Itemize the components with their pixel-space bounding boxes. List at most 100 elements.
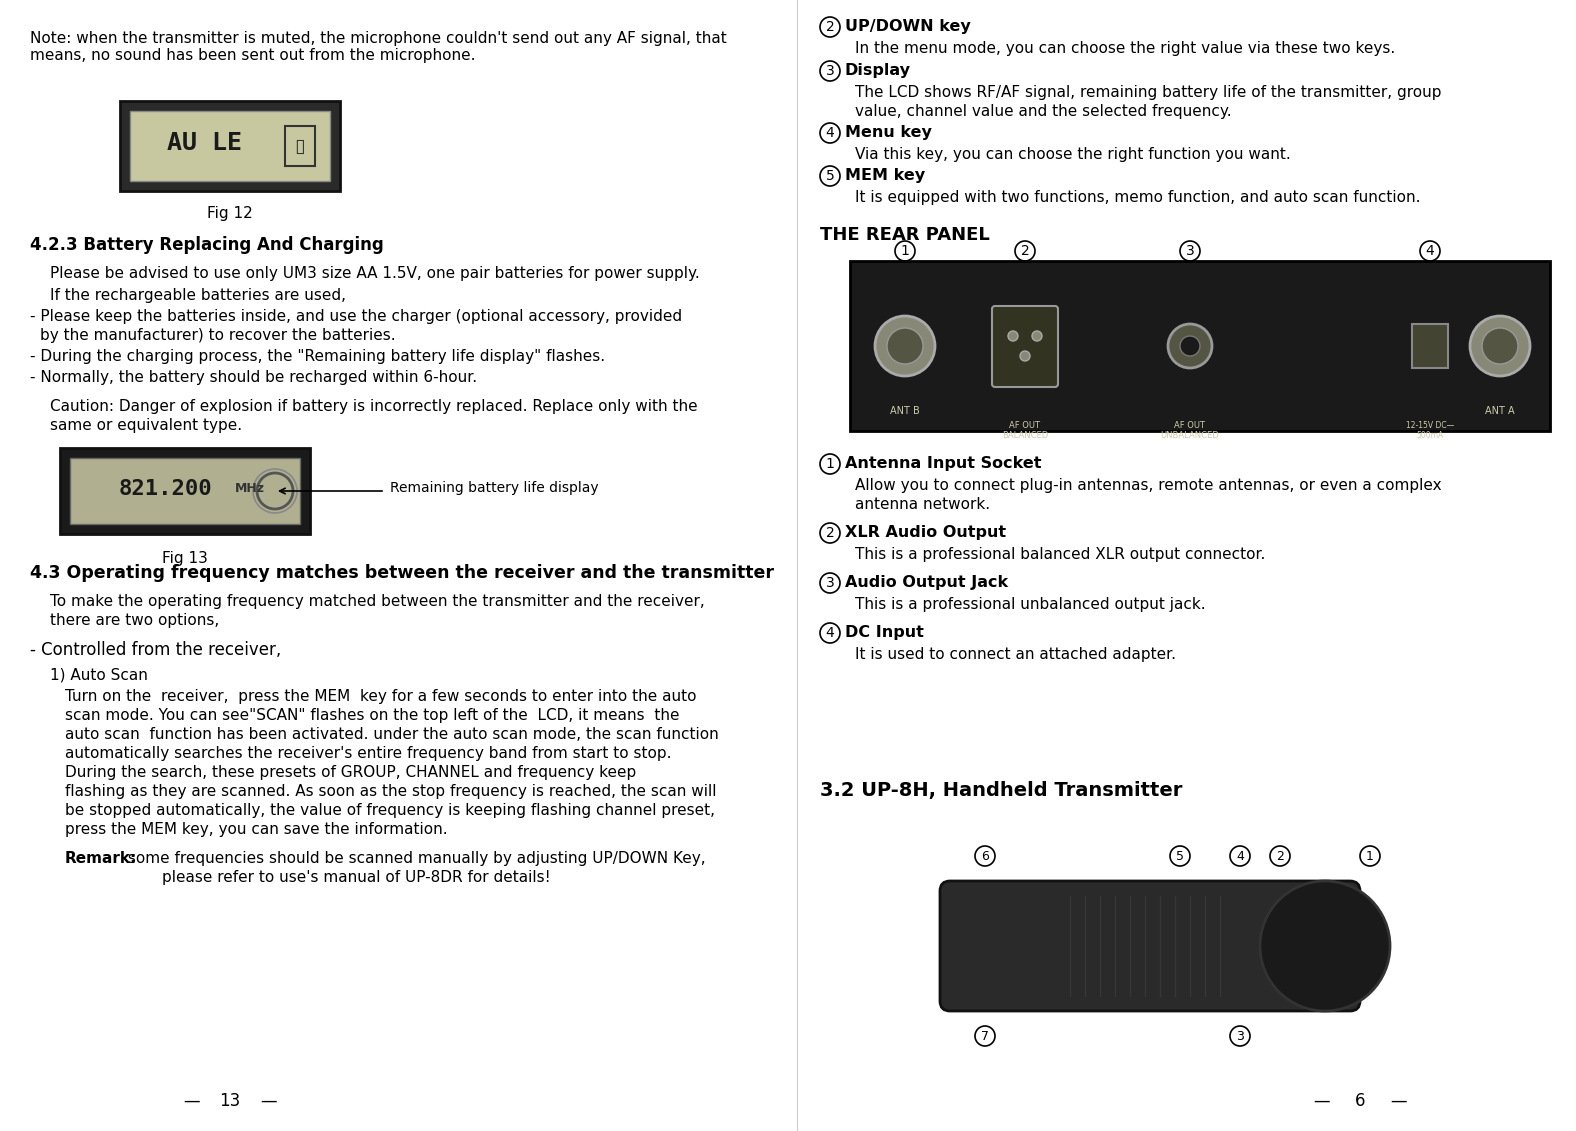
Text: This is a professional balanced XLR output connector.: This is a professional balanced XLR outp… <box>856 547 1266 562</box>
Text: 3: 3 <box>1185 244 1195 258</box>
Text: Remaining battery life display: Remaining battery life display <box>389 481 599 495</box>
Circle shape <box>1168 323 1212 368</box>
Text: 6: 6 <box>982 849 988 863</box>
Text: value, channel value and the selected frequency.: value, channel value and the selected fr… <box>856 104 1231 119</box>
Text: This is a professional unbalanced output jack.: This is a professional unbalanced output… <box>856 597 1206 612</box>
Text: It is used to connect an attached adapter.: It is used to connect an attached adapte… <box>856 647 1176 662</box>
Text: —: — <box>183 1093 200 1110</box>
Text: Via this key, you can choose the right function you want.: Via this key, you can choose the right f… <box>856 147 1291 162</box>
Text: 3: 3 <box>826 64 834 78</box>
Text: antenna network.: antenna network. <box>856 497 990 512</box>
Circle shape <box>1032 331 1042 342</box>
Text: - Please keep the batteries inside, and use the charger (optional accessory, pro: - Please keep the batteries inside, and … <box>30 309 682 323</box>
Circle shape <box>1470 316 1530 375</box>
Text: 3: 3 <box>1236 1029 1243 1043</box>
Text: 3: 3 <box>826 576 834 590</box>
Text: AF OUT
BALANCED: AF OUT BALANCED <box>1002 421 1048 440</box>
Text: - During the charging process, the "Remaining battery life display" flashes.: - During the charging process, the "Rema… <box>30 349 605 364</box>
Text: 1: 1 <box>826 457 834 470</box>
Text: Display: Display <box>845 63 911 78</box>
Text: press the MEM key, you can save the information.: press the MEM key, you can save the info… <box>65 822 448 837</box>
Text: In the menu mode, you can choose the right value via these two keys.: In the menu mode, you can choose the rig… <box>856 41 1395 57</box>
FancyBboxPatch shape <box>849 261 1551 431</box>
Text: Remark:: Remark: <box>65 851 137 866</box>
Text: 4.2.3 Battery Replacing And Charging: 4.2.3 Battery Replacing And Charging <box>30 236 383 254</box>
Text: scan mode. You can see"SCAN" flashes on the top left of the  LCD, it means  the: scan mode. You can see"SCAN" flashes on … <box>65 708 679 723</box>
Text: there are two options,: there are two options, <box>50 613 219 628</box>
Text: MHz: MHz <box>235 483 265 495</box>
FancyBboxPatch shape <box>939 881 1360 1011</box>
Text: 5: 5 <box>1176 849 1184 863</box>
Text: 7: 7 <box>980 1029 990 1043</box>
Text: 13: 13 <box>219 1093 241 1110</box>
Circle shape <box>887 328 924 364</box>
Text: 3.2 UP-8H, Handheld Transmitter: 3.2 UP-8H, Handheld Transmitter <box>820 782 1182 800</box>
Text: —: — <box>260 1093 277 1110</box>
Circle shape <box>1259 881 1390 1011</box>
Circle shape <box>1009 331 1018 342</box>
Text: AF OUT
UNBALANCED: AF OUT UNBALANCED <box>1160 421 1220 440</box>
Text: Allow you to connect plug-in antennas, remote antennas, or even a complex: Allow you to connect plug-in antennas, r… <box>856 478 1442 493</box>
FancyBboxPatch shape <box>991 307 1057 387</box>
Text: MEM key: MEM key <box>845 169 925 183</box>
Text: 2: 2 <box>1277 849 1284 863</box>
Text: 12-15V DC—
500mA: 12-15V DC— 500mA <box>1406 421 1455 440</box>
Text: - Controlled from the receiver,: - Controlled from the receiver, <box>30 641 281 659</box>
Text: UP/DOWN key: UP/DOWN key <box>845 19 971 34</box>
Text: 1) Auto Scan: 1) Auto Scan <box>50 667 148 682</box>
Text: be stopped automatically, the value of frequency is keeping flashing channel pre: be stopped automatically, the value of f… <box>65 803 716 818</box>
Text: auto scan  function has been activated. under the auto scan mode, the scan funct: auto scan function has been activated. u… <box>65 727 719 742</box>
Text: Please be advised to use only UM3 size AA 1.5V, one pair batteries for power sup: Please be advised to use only UM3 size A… <box>50 266 700 280</box>
FancyBboxPatch shape <box>120 101 340 191</box>
Text: THE REAR PANEL: THE REAR PANEL <box>820 226 990 244</box>
Text: ANT B: ANT B <box>890 406 920 416</box>
Text: 4: 4 <box>826 126 834 140</box>
Text: XLR Audio Output: XLR Audio Output <box>845 525 1005 539</box>
Circle shape <box>1481 328 1518 364</box>
Text: some frequencies should be scanned manually by adjusting UP/DOWN Key,: some frequencies should be scanned manua… <box>123 851 706 866</box>
Text: flashing as they are scanned. As soon as the stop frequency is reached, the scan: flashing as they are scanned. As soon as… <box>65 784 717 798</box>
Text: 4: 4 <box>1236 849 1243 863</box>
Text: Note: when the transmitter is muted, the microphone couldn't send out any AF sig: Note: when the transmitter is muted, the… <box>30 31 727 63</box>
FancyBboxPatch shape <box>1412 323 1448 368</box>
Text: 6: 6 <box>1355 1093 1365 1110</box>
Text: 2: 2 <box>826 526 834 539</box>
Text: - Normally, the battery should be recharged within 6-hour.: - Normally, the battery should be rechar… <box>30 370 478 385</box>
Text: by the manufacturer) to recover the batteries.: by the manufacturer) to recover the batt… <box>39 328 396 343</box>
Text: 4: 4 <box>1426 244 1434 258</box>
Text: ANT A: ANT A <box>1485 406 1515 416</box>
Text: 4.3 Operating frequency matches between the receiver and the transmitter: 4.3 Operating frequency matches between … <box>30 564 774 582</box>
Text: Audio Output Jack: Audio Output Jack <box>845 575 1009 590</box>
Text: To make the operating frequency matched between the transmitter and the receiver: To make the operating frequency matched … <box>50 594 704 608</box>
Text: Turn on the  receiver,  press the MEM  key for a few seconds to enter into the a: Turn on the receiver, press the MEM key … <box>65 689 697 703</box>
Text: 5: 5 <box>826 169 834 183</box>
Text: —: — <box>1390 1093 1407 1110</box>
FancyBboxPatch shape <box>285 126 315 166</box>
Circle shape <box>1180 336 1199 356</box>
Text: Menu key: Menu key <box>845 126 931 140</box>
Text: Antenna Input Socket: Antenna Input Socket <box>845 456 1042 470</box>
Text: automatically searches the receiver's entire frequency band from start to stop.: automatically searches the receiver's en… <box>65 746 671 761</box>
Text: If the rechargeable batteries are used,: If the rechargeable batteries are used, <box>50 288 347 303</box>
Circle shape <box>1020 351 1031 361</box>
Text: Fig 13: Fig 13 <box>162 551 208 566</box>
Text: 1: 1 <box>1366 849 1374 863</box>
Text: 4: 4 <box>826 625 834 640</box>
Text: ▯: ▯ <box>295 137 306 155</box>
Text: 2: 2 <box>1021 244 1029 258</box>
Text: 2: 2 <box>826 20 834 34</box>
Circle shape <box>875 316 935 375</box>
Text: please refer to use's manual of UP-8DR for details!: please refer to use's manual of UP-8DR f… <box>123 870 550 884</box>
Text: During the search, these presets of GROUP, CHANNEL and frequency keep: During the search, these presets of GROU… <box>65 765 637 780</box>
Text: Caution: Danger of explosion if battery is incorrectly replaced. Replace only wi: Caution: Danger of explosion if battery … <box>50 399 698 414</box>
Text: 821.200: 821.200 <box>118 480 211 499</box>
Text: 1: 1 <box>900 244 909 258</box>
Text: same or equivalent type.: same or equivalent type. <box>50 418 243 433</box>
FancyBboxPatch shape <box>129 111 329 181</box>
Text: The LCD shows RF/AF signal, remaining battery life of the transmitter, group: The LCD shows RF/AF signal, remaining ba… <box>856 85 1442 100</box>
Text: —: — <box>1313 1093 1330 1110</box>
FancyBboxPatch shape <box>60 448 310 534</box>
Text: DC Input: DC Input <box>845 625 924 640</box>
FancyBboxPatch shape <box>69 458 299 524</box>
Text: AU LE: AU LE <box>167 131 243 155</box>
